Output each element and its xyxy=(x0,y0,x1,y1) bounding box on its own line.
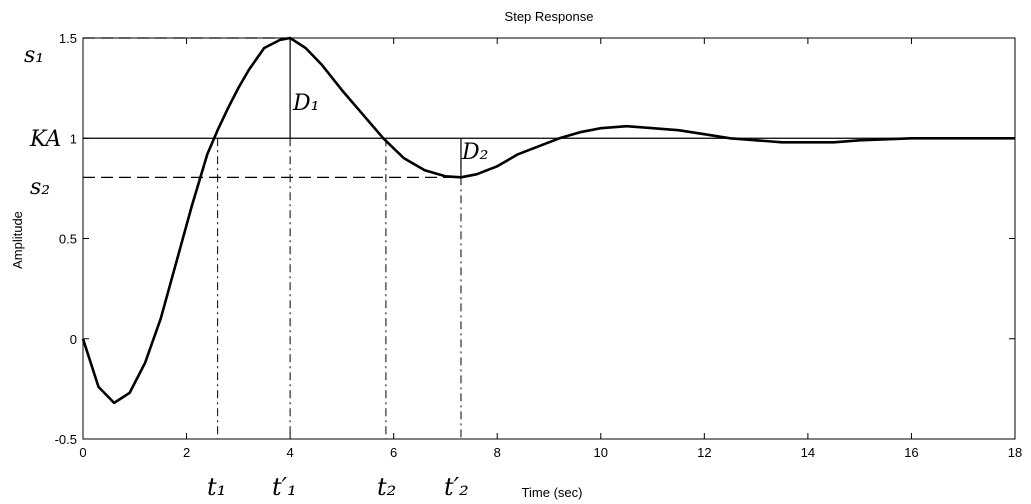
plot-frame xyxy=(82,37,1016,440)
y-tick-label: 0.5 xyxy=(59,232,77,247)
s1-annotation: s₁ xyxy=(24,43,44,68)
y-tick-label: 1 xyxy=(70,131,77,146)
x-tick-label: 2 xyxy=(183,445,190,460)
t2-annotation: t₂ xyxy=(377,473,396,501)
x-axis-label: Time (sec) xyxy=(522,485,583,500)
response-curve xyxy=(81,36,1015,405)
s2-annotation: s₂ xyxy=(30,175,50,200)
x-tick-label: 6 xyxy=(390,445,397,460)
y-tick-label: 1.5 xyxy=(59,31,77,46)
d2-annotation: D₂ xyxy=(461,140,488,165)
t2-prime-annotation: t′₂ xyxy=(444,473,469,501)
x-tick-label: 10 xyxy=(594,445,608,460)
x-tick-label: 8 xyxy=(494,445,501,460)
x-tick-label: 16 xyxy=(904,445,918,460)
x-tick-label: 4 xyxy=(286,445,293,460)
y-tick-label: -0.5 xyxy=(55,432,77,447)
d1-annotation: D₁ xyxy=(292,91,319,116)
x-tick-label: 18 xyxy=(1008,445,1022,460)
t1-annotation: t₁ xyxy=(207,473,226,501)
x-tick-label: 12 xyxy=(697,445,711,460)
t1-prime-annotation: t′₁ xyxy=(272,473,297,501)
y-axis-label: Amplitude xyxy=(10,211,25,269)
y-tick-label: 0 xyxy=(70,332,77,347)
chart-title: Step Response xyxy=(505,9,594,24)
x-tick-label: 0 xyxy=(79,445,86,460)
x-tick-label: 14 xyxy=(801,445,815,460)
ka-annotation: KA xyxy=(29,127,61,152)
